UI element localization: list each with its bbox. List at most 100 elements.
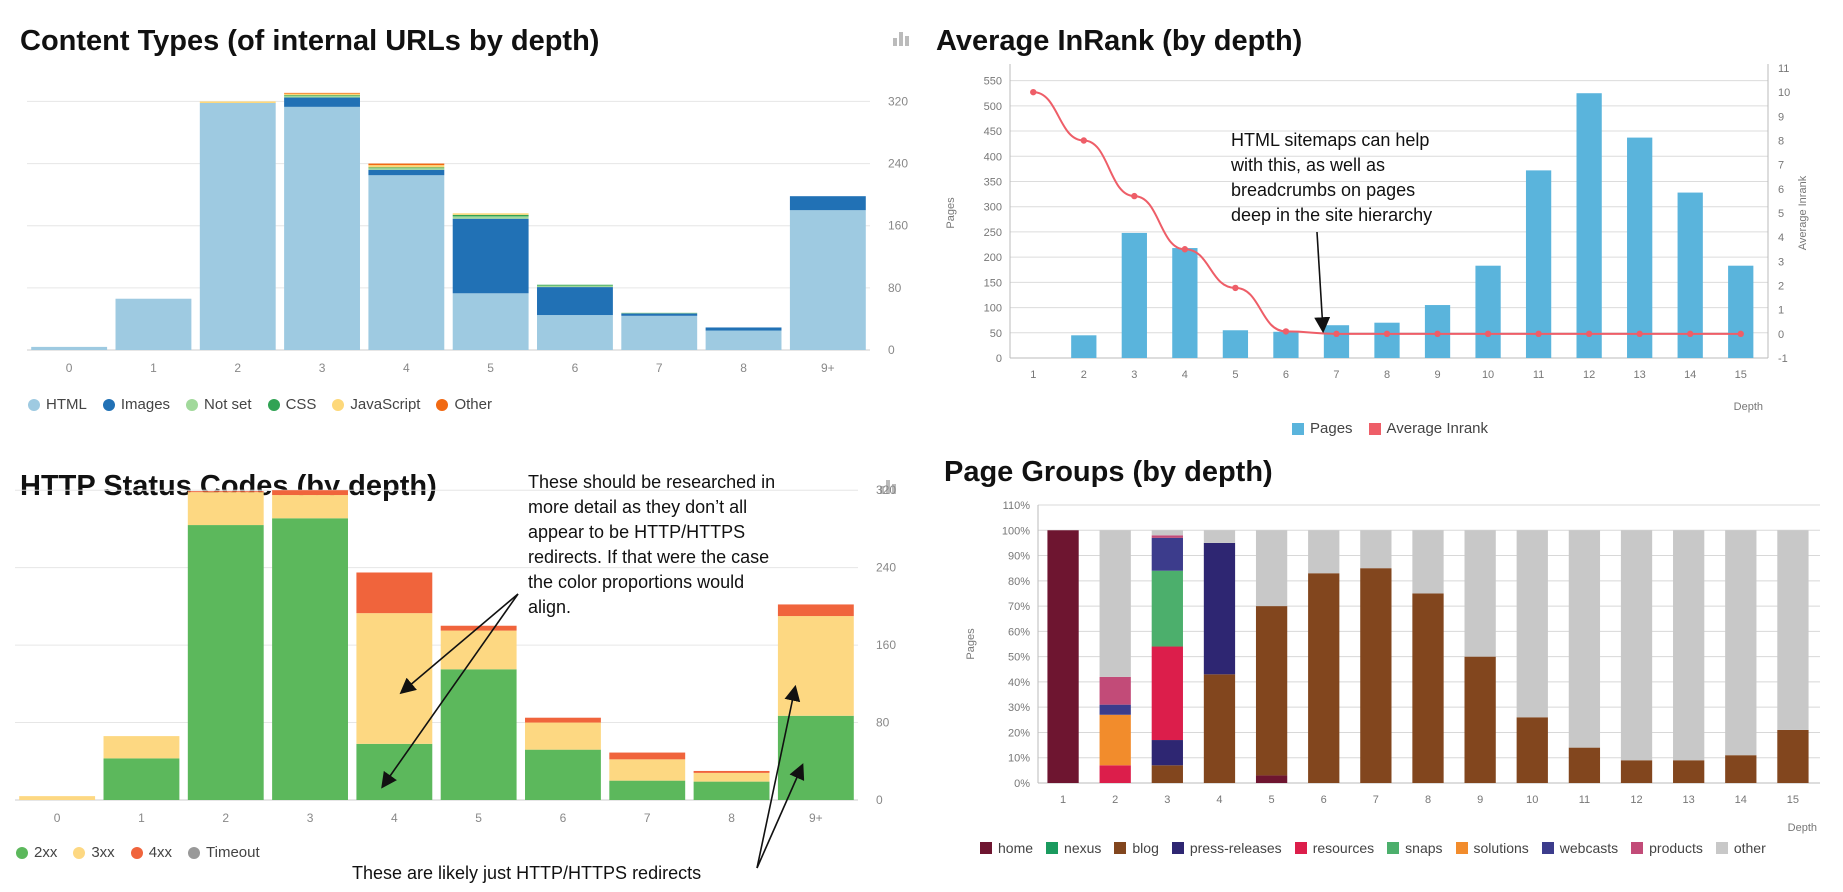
bar-segment-2xx xyxy=(356,743,433,800)
bar-segment-html xyxy=(368,175,445,350)
legend-item-timeout[interactable]: Timeout xyxy=(188,844,260,861)
bar-chart-icon[interactable] xyxy=(880,480,898,494)
legend-swatch xyxy=(28,398,40,411)
content-types-chart: 0 80 160 240 320 0 1 2 3 4 5 6 7 8 9+ xyxy=(27,92,908,375)
legend-item-products[interactable]: products xyxy=(1631,840,1703,856)
y-tick-label: 400 xyxy=(984,151,1002,163)
x-tick-label: 5 xyxy=(1232,369,1238,381)
x-tick-label: 3 xyxy=(319,361,326,375)
bar-segment-css xyxy=(537,284,613,286)
legend-label: snaps xyxy=(1405,840,1443,856)
point-average-inrank xyxy=(1080,137,1087,144)
x-tick-label: 10 xyxy=(1526,794,1538,806)
legend-item-css[interactable]: CSS xyxy=(267,396,316,413)
bar-segment-html xyxy=(452,293,529,350)
legend-label: Timeout xyxy=(206,844,260,861)
bar-segment-resources xyxy=(1099,765,1131,783)
x-tick-label: 4 xyxy=(1182,369,1188,381)
bar-segment-images xyxy=(789,196,866,211)
legend-item-average-inrank[interactable]: Average Inrank xyxy=(1368,420,1488,437)
bar-segment-html xyxy=(621,315,698,350)
page-groups-panel: Page Groups (by depth) 0% 10% 20% 30% 40% 50%… xyxy=(920,446,1843,892)
legend-swatch xyxy=(1541,842,1554,854)
x-tick-label: 0 xyxy=(66,361,73,375)
bar-segment-css xyxy=(368,167,445,169)
x-tick-label: 9 xyxy=(1434,369,1440,381)
legend-swatch xyxy=(267,398,280,411)
legend-item-nexus[interactable]: nexus xyxy=(1046,840,1101,856)
bar-segment-blog xyxy=(1360,568,1392,783)
bar-segment-html xyxy=(31,346,108,350)
bar-segment-css xyxy=(452,214,529,217)
legend-item-other[interactable]: other xyxy=(1715,840,1766,856)
bar-pages xyxy=(1222,330,1249,358)
bar-segment-4xx xyxy=(187,491,264,493)
x-tick-label: 5 xyxy=(487,361,494,375)
y2-tick-label: 8 xyxy=(1778,136,1784,148)
legend-item-images[interactable]: Images xyxy=(102,396,170,413)
bar-segment-not-set xyxy=(452,216,529,219)
bar-segment-2xx xyxy=(440,669,517,800)
bar-segment-other xyxy=(1412,530,1444,594)
y2-tick-label: 7 xyxy=(1778,160,1784,172)
bar-pages xyxy=(1071,335,1097,358)
sitemaps-annotation: HTML sitemaps can help with this, as wel… xyxy=(1231,130,1433,225)
legend-item-other[interactable]: Other xyxy=(436,396,492,413)
bar-pages xyxy=(1172,248,1198,358)
legend-item-blog[interactable]: blog xyxy=(1114,840,1159,856)
legend-item-javascript[interactable]: JavaScript xyxy=(332,396,420,413)
y-tick-label: 320 xyxy=(888,94,908,108)
bar-segment-2xx xyxy=(777,715,854,800)
status-codes-chart: 0 80 160 240 320 0 1 2 3 4 5 6 7 8 9+ xyxy=(15,483,896,869)
bar-pages xyxy=(1374,322,1400,358)
bar-segment-2xx xyxy=(272,518,348,800)
bar-segment-4xx xyxy=(693,770,770,773)
y2-tick-label: 11 xyxy=(1778,63,1789,75)
point-average-inrank xyxy=(1636,330,1643,338)
legend-item-pages[interactable]: Pages xyxy=(1292,420,1353,437)
legend-label: resources xyxy=(1312,840,1375,856)
bar-chart-icon[interactable] xyxy=(893,32,911,46)
bar-segment-not-set xyxy=(537,285,613,288)
legend-item-solutions[interactable]: solutions xyxy=(1455,840,1529,856)
bar-segment-webcasts xyxy=(1151,537,1183,571)
y2-axis-label: Average Inrank xyxy=(1797,175,1809,250)
y-tick-label: 80% xyxy=(1008,576,1030,588)
legend-item-3xx[interactable]: 3xx xyxy=(73,844,115,861)
legend-item-4xx[interactable]: 4xx xyxy=(130,844,172,861)
bar-segment-2xx xyxy=(187,525,264,800)
point-average-inrank xyxy=(1535,330,1542,338)
legend-label: other xyxy=(1733,840,1766,856)
legend-item-2xx[interactable]: 2xx xyxy=(16,844,57,861)
inrank-panel: Average InRank (by depth) 0 50 100 150 200 25… xyxy=(920,0,1843,446)
legend-item-snaps[interactable]: snaps xyxy=(1387,840,1443,856)
legend-item-resources[interactable]: resources xyxy=(1294,840,1375,856)
point-average-inrank xyxy=(1131,192,1138,200)
annotation-arrow xyxy=(1314,231,1331,334)
legend-label: Pages xyxy=(1310,420,1353,437)
legend-swatch xyxy=(1046,842,1059,854)
x-tick-label: 6 xyxy=(560,811,567,825)
bar-pages xyxy=(1627,137,1653,358)
legend-swatch xyxy=(188,846,201,859)
y-tick-label: 70% xyxy=(1008,601,1030,613)
bar-segment-blog xyxy=(1673,760,1705,783)
y2-tick-label: 2 xyxy=(1778,281,1784,293)
legend-swatch xyxy=(1631,842,1644,854)
x-tick-label: 14 xyxy=(1684,369,1696,381)
legend-item-not-set[interactable]: Not set xyxy=(186,396,252,413)
bar-segment-3xx xyxy=(609,759,686,781)
legend-label: press-releases xyxy=(1189,840,1282,856)
bar-segment-press-releases xyxy=(1203,542,1236,675)
bar-segment-4xx xyxy=(777,604,854,617)
legend-item-webcasts[interactable]: webcasts xyxy=(1541,840,1618,856)
legend-item-home[interactable]: home xyxy=(980,840,1033,856)
bar-segment-other xyxy=(1308,530,1340,574)
legend-swatch xyxy=(186,398,199,411)
bar-segment-2xx xyxy=(103,758,180,800)
legend-item-press-releases[interactable]: press-releases xyxy=(1171,840,1282,856)
bar-segment-css xyxy=(284,95,360,96)
bar-segment-3xx xyxy=(187,492,264,526)
annotation-arrow xyxy=(756,763,805,869)
legend-item-html[interactable]: HTML xyxy=(28,396,87,413)
